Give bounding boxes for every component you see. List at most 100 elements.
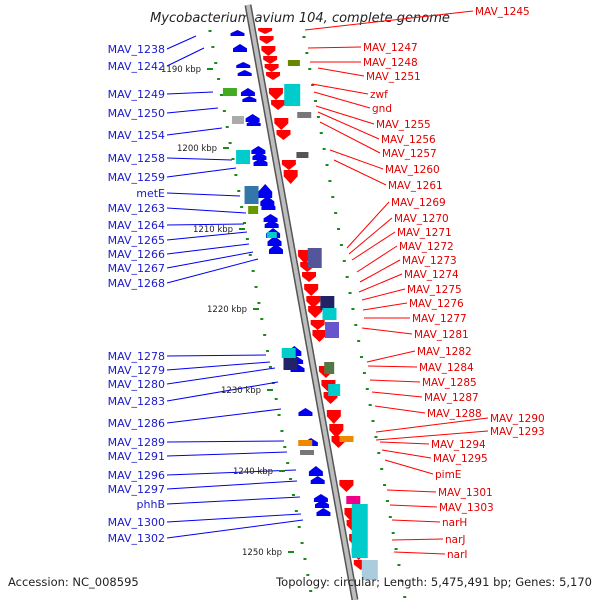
- gene-label-right[interactable]: MAV_1284: [419, 362, 474, 374]
- gene-label-right[interactable]: MAV_1285: [422, 377, 477, 389]
- gene-box: [248, 206, 259, 214]
- gene-label-right[interactable]: MAV_1287: [424, 392, 479, 404]
- gene-label-left[interactable]: MAV_1259: [108, 171, 165, 184]
- gene-label-right[interactable]: zwf: [370, 89, 388, 101]
- gene-label-right[interactable]: MAV_1288: [427, 408, 482, 420]
- gene-label-left[interactable]: MAV_1296: [108, 469, 165, 482]
- tick-dot: [383, 484, 387, 486]
- gene-box: [324, 362, 335, 374]
- gene-label-right[interactable]: MAV_1256: [381, 134, 436, 146]
- gene-label-left[interactable]: MAV_1280: [108, 378, 165, 391]
- gene-label-left[interactable]: MAV_1283: [108, 395, 165, 408]
- tick-dot: [251, 270, 255, 272]
- tick-dot: [208, 30, 212, 32]
- connector-line: [166, 243, 250, 255]
- gene-label-left[interactable]: phhB: [137, 498, 165, 511]
- gene-label-left[interactable]: MAV_1286: [108, 417, 165, 430]
- gene-arrow-forward: [308, 306, 323, 318]
- tick-dot: [371, 420, 375, 422]
- gene-label-right[interactable]: MAV_1270: [394, 213, 449, 225]
- gene-label-right[interactable]: MAV_1293: [490, 426, 545, 438]
- gene-label-right[interactable]: MAV_1247: [363, 42, 418, 54]
- gene-label-right[interactable]: MAV_1273: [402, 255, 457, 267]
- gene-label-left[interactable]: MAV_1264: [108, 219, 165, 232]
- gene-label-right[interactable]: MAV_1257: [382, 148, 437, 160]
- gene-label-right[interactable]: gnd: [372, 103, 392, 115]
- connector-line: [166, 451, 288, 457]
- connector-line: [166, 107, 219, 114]
- gene-label-right[interactable]: narH: [442, 517, 467, 529]
- gene-label-left[interactable]: MAV_1302: [108, 532, 165, 545]
- tick-dot: [217, 78, 221, 80]
- gene-label-right[interactable]: MAV_1260: [385, 164, 440, 176]
- tick-dot: [220, 94, 224, 96]
- gene-arrow-reverse: [264, 220, 279, 228]
- gene-label-right[interactable]: MAV_1277: [412, 313, 467, 325]
- tick-dot: [297, 526, 301, 528]
- gene-label-right[interactable]: narJ: [445, 534, 466, 546]
- connector-line: [166, 231, 248, 241]
- gene-label-right[interactable]: narI: [447, 549, 468, 561]
- connector-line: [166, 513, 302, 523]
- tick-dot: [305, 52, 309, 54]
- gene-label-left[interactable]: MAV_1278: [108, 350, 165, 363]
- gene-label-left[interactable]: MAV_1289: [108, 436, 165, 449]
- connector-line: [166, 47, 205, 67]
- gene-label-right[interactable]: MAV_1272: [399, 241, 454, 253]
- gene-label-left[interactable]: MAV_1238: [108, 43, 165, 56]
- gene-arrow-forward: [268, 88, 283, 100]
- gene-arrow-reverse: [267, 236, 282, 246]
- gene-label-left[interactable]: MAV_1249: [108, 88, 165, 101]
- tick-dot: [280, 430, 284, 432]
- gene-label-left[interactable]: MAV_1263: [108, 202, 165, 215]
- gene-label-right[interactable]: MAV_1269: [391, 197, 446, 209]
- gene-label-right[interactable]: MAV_1261: [388, 180, 443, 192]
- gene-label-left[interactable]: MAV_1297: [108, 483, 165, 496]
- gene-label-right[interactable]: MAV_1295: [433, 453, 488, 465]
- gene-label-left[interactable]: MAV_1279: [108, 364, 165, 377]
- gene-label-right[interactable]: MAV_1248: [363, 57, 418, 69]
- gene-label-right[interactable]: MAV_1282: [417, 346, 472, 358]
- gene-label-left[interactable]: MAV_1291: [108, 450, 165, 463]
- gene-label-right[interactable]: MAV_1271: [397, 227, 452, 239]
- tick-dot: [286, 462, 290, 464]
- gene-label-right[interactable]: pimE: [435, 469, 461, 481]
- gene-label-left[interactable]: MAV_1242: [108, 60, 165, 73]
- gene-label-right[interactable]: MAV_1301: [438, 487, 493, 499]
- connector-line: [166, 367, 276, 385]
- gene-label-right[interactable]: MAV_1290: [490, 413, 545, 425]
- gene-label-left[interactable]: MAV_1265: [108, 234, 165, 247]
- gene-label-right[interactable]: MAV_1245: [475, 6, 530, 18]
- gene-box: [300, 450, 315, 455]
- tick-dot: [260, 318, 264, 320]
- gene-label-left[interactable]: MAV_1258: [108, 152, 165, 165]
- gene-label-left[interactable]: MAV_1254: [108, 129, 165, 142]
- tick-dot: [322, 148, 326, 150]
- gene-label-left[interactable]: MAV_1250: [108, 107, 165, 120]
- gene-label-left[interactable]: MAV_1300: [108, 516, 165, 529]
- gene-label-left[interactable]: MAV_1266: [108, 248, 165, 261]
- gene-label-right[interactable]: MAV_1274: [404, 269, 459, 281]
- gene-label-left[interactable]: MAV_1268: [108, 277, 165, 290]
- gene-label-right[interactable]: MAV_1275: [407, 284, 462, 296]
- gene-label-right[interactable]: MAV_1276: [409, 298, 464, 310]
- connector-line: [166, 167, 237, 178]
- gene-label-left[interactable]: MAV_1267: [108, 262, 165, 275]
- tick-dot: [331, 196, 335, 198]
- tick-dot: [368, 404, 372, 406]
- genome-backbone: [244, 4, 359, 600]
- connector-line: [166, 519, 304, 539]
- gene-label-right[interactable]: MAV_1281: [414, 329, 469, 341]
- gene-label-right[interactable]: MAV_1255: [376, 119, 431, 131]
- tick-dot: [257, 302, 261, 304]
- gene-arrow-reverse: [240, 88, 255, 96]
- gene-label-left[interactable]: metE: [136, 187, 165, 200]
- connector-line: [393, 551, 446, 555]
- gene-label-right[interactable]: MAV_1251: [366, 71, 421, 83]
- tick-dot: [263, 334, 267, 336]
- gene-label-right[interactable]: MAV_1294: [431, 439, 486, 451]
- connector-line: [391, 519, 441, 523]
- left-gene-labels[interactable]: MAV_1238 MAV_1242 MAV_1249 MAV_1250 MAV_1254…: [108, 43, 165, 545]
- gene-label-right[interactable]: MAV_1303: [439, 502, 494, 514]
